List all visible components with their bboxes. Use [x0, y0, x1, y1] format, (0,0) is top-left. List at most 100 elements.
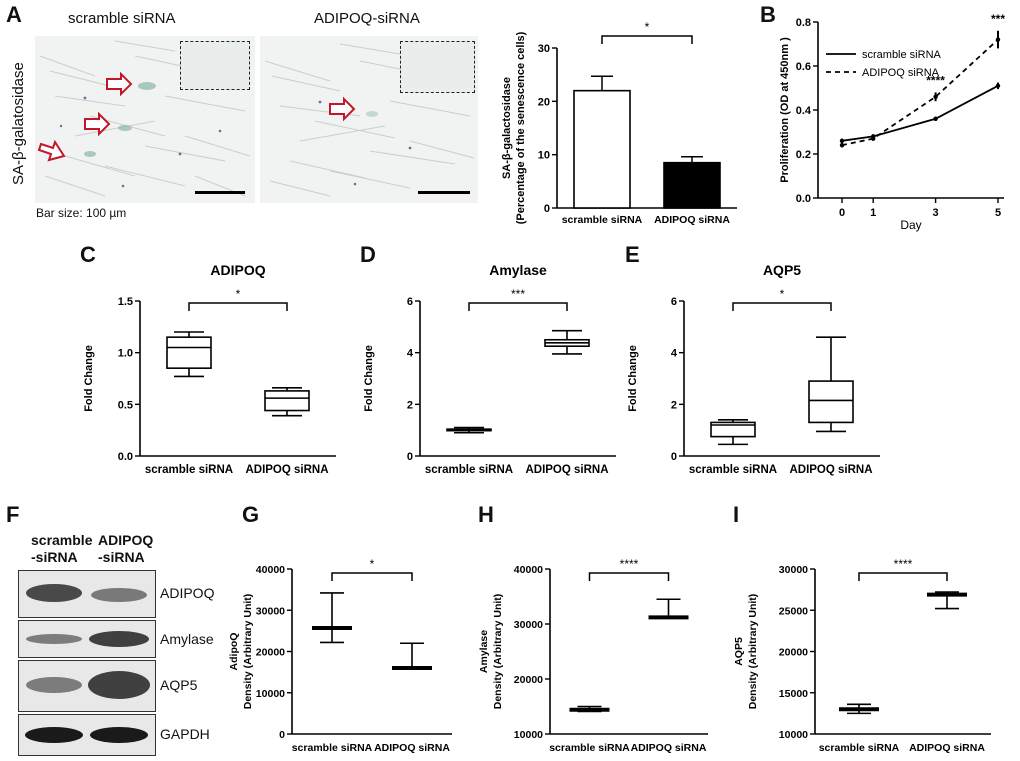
- y-tick-label: 10000: [514, 729, 543, 741]
- y-tick-label: 0.2: [796, 149, 811, 161]
- x-tick-label: 5: [995, 207, 1001, 219]
- zoom-inset-scramble: [180, 41, 250, 90]
- bar: [573, 89, 631, 209]
- microscopy-texture-scramble: [39, 40, 251, 197]
- y-axis-label: (Percentage of the senescence cells): [515, 31, 527, 224]
- y-tick-label: 20000: [779, 647, 808, 659]
- y-tick-label: 20000: [514, 674, 543, 686]
- y-tick-label: 15000: [779, 688, 808, 700]
- blot-col-label-scramble: scramble -siRNA: [31, 532, 93, 565]
- significance-bracket: [188, 302, 288, 311]
- y-tick-label: 25000: [779, 605, 808, 617]
- whisker: [272, 387, 302, 417]
- y-tick-label: 30000: [514, 619, 543, 631]
- red-arrow-icon: [84, 111, 111, 137]
- blot-label-adipoq: ADIPOQ: [160, 585, 215, 601]
- y-tick-label: 2: [671, 399, 677, 411]
- y-tick-label: 2: [407, 399, 413, 411]
- chart-panel-h-mean: 10000 20000 30000 40000 Amylase Density (Arbi…: [478, 557, 708, 754]
- significance-bracket: [468, 302, 568, 311]
- x-tick-label: ADIPOQ siRNA: [245, 464, 328, 476]
- blot-row-gapdh: [18, 714, 156, 756]
- data-point: [933, 94, 938, 100]
- legend-label: scramble siRNA: [862, 49, 942, 61]
- chart-panel-e-box: 0 2 4 6 Fold Change AQP5 scramble siRNA ADIPOQ …: [627, 262, 880, 476]
- x-tick-label: scramble siRNA: [689, 464, 777, 476]
- sa-beta-gal-side-label: SA-β-galatosidase: [10, 62, 27, 185]
- x-tick-label: scramble siRNA: [292, 742, 373, 754]
- y-tick-label: 4: [407, 348, 414, 360]
- blot-label-gapdh: GAPDH: [160, 726, 210, 742]
- whisker: [174, 331, 204, 378]
- error-bar: [591, 75, 613, 91]
- chart-panel-i-mean: 10000 15000 20000 25000 30000 AQP5 Density (Ar…: [733, 557, 991, 754]
- y-axis-label: Fold Change: [363, 345, 375, 412]
- x-tick-label: ADIPOQ siRNA: [789, 464, 872, 476]
- y-tick-label: 6: [671, 296, 677, 308]
- y-tick-label: 30000: [779, 564, 808, 576]
- significance-label: *: [236, 287, 241, 301]
- data-point: [995, 37, 1001, 42]
- y-tick-label: 6: [407, 296, 413, 308]
- x-axis-label: Day: [900, 218, 921, 232]
- y-axis-label: Amylase: [478, 630, 490, 673]
- x-tick-label: ADIPOQ siRNA: [631, 742, 707, 754]
- chart-panel-d-box: 0 2 4 6 Fold Change Amylase scramble siRNA ADIP…: [363, 262, 616, 476]
- box: [264, 390, 310, 412]
- blot-col-label-adipoq: ADIPOQ -siRNA: [98, 532, 154, 565]
- significance-bracket: [858, 572, 948, 581]
- blot-row-amylase: [18, 620, 156, 658]
- y-axis-label: Fold Change: [83, 345, 95, 412]
- blot-row-aqp5: [18, 660, 156, 712]
- data-point: [871, 136, 876, 141]
- red-arrow-icon: [37, 139, 66, 162]
- blot-label-amylase: Amylase: [160, 631, 214, 647]
- significance-label: ****: [926, 73, 945, 87]
- y-tick-label: 10000: [779, 729, 808, 741]
- y-tick-label: 30000: [256, 605, 285, 617]
- blot-bands-aqp5: [26, 671, 150, 699]
- arrow-marks-adipoq: [329, 96, 356, 122]
- significance-label: *: [780, 287, 785, 301]
- blot-bands-adipoq: [26, 584, 147, 602]
- significance-bracket: [732, 302, 832, 311]
- y-axis-label: AdipoQ: [228, 633, 240, 671]
- x-tick-label: ADIPOQ siRNA: [654, 214, 730, 226]
- data-point: [933, 116, 938, 122]
- chart-title: ADIPOQ: [210, 262, 265, 278]
- panel-label-c: C: [80, 242, 96, 267]
- x-tick-label: ADIPOQ siRNA: [374, 742, 450, 754]
- y-axis-label: Proliferation (OD at 450nm ): [779, 37, 791, 183]
- y-axis-label: Density (Arbitrary Unit): [747, 594, 759, 710]
- error-bar: [681, 156, 703, 163]
- y-axis-label: Density (Arbitrary Unit): [492, 594, 504, 710]
- x-tick-label: scramble siRNA: [819, 742, 900, 754]
- data-point: [995, 83, 1001, 89]
- microscopy-image-scramble: [35, 36, 255, 203]
- chart-title: Amylase: [489, 262, 547, 278]
- red-arrow-icon: [329, 96, 356, 122]
- y-tick-label: 30: [538, 43, 550, 55]
- y-tick-label: 0.0: [118, 451, 133, 463]
- panel-label-d: D: [360, 242, 376, 267]
- micro-title-adipoq: ADIPOQ-siRNA: [314, 10, 420, 27]
- significance-bracket: [588, 572, 670, 581]
- arrow-marks-scramble: [37, 71, 133, 162]
- panel-label-a: A: [6, 2, 22, 27]
- y-tick-label: 1.0: [118, 348, 133, 360]
- zoom-inset-adipoq: [400, 41, 475, 93]
- y-axis-label: Fold Change: [627, 345, 639, 412]
- blot-bands-gapdh: [25, 727, 148, 743]
- bar: [663, 161, 721, 209]
- whisker: [552, 329, 582, 355]
- chart-title: AQP5: [763, 262, 801, 278]
- x-tick-label: scramble siRNA: [425, 464, 513, 476]
- x-tick-label: 3: [933, 207, 939, 219]
- box: [710, 421, 756, 438]
- x-tick-label: 1: [870, 207, 876, 219]
- data-point: [839, 138, 845, 143]
- significance-label: *: [645, 20, 650, 34]
- panel-label-i: I: [733, 502, 740, 527]
- chart-panel-g-mean: 0 10000 20000 30000 40000 AdipoQ Density (Arbi…: [228, 557, 452, 754]
- blot-label-aqp5: AQP5: [160, 677, 198, 693]
